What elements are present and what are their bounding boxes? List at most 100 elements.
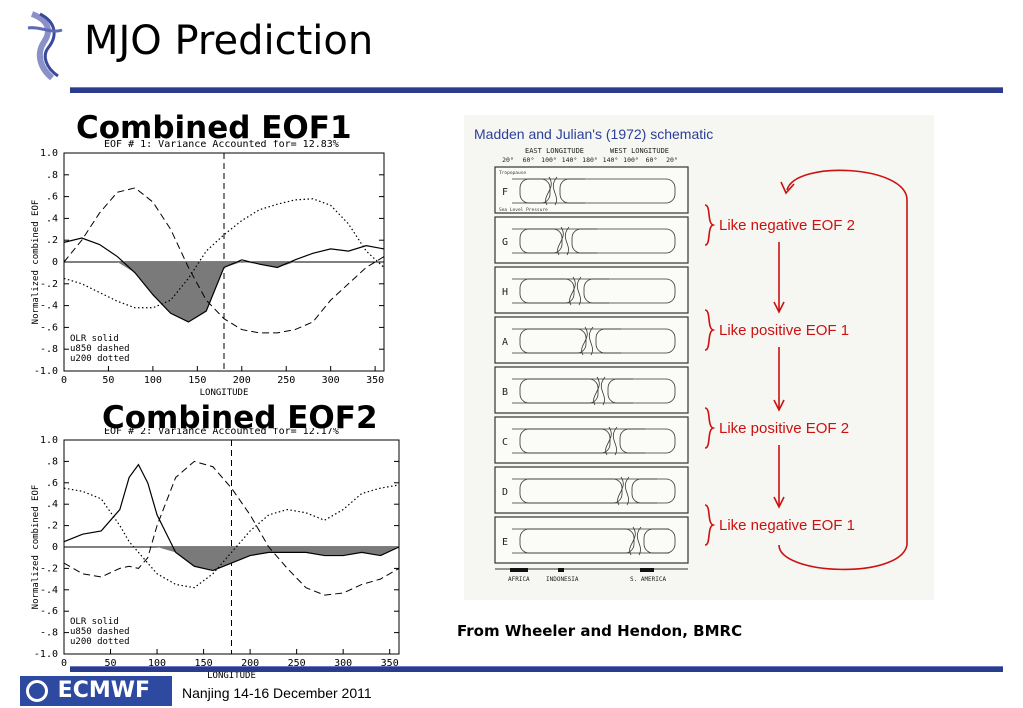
y-axis-label: Normalized combined EOF	[31, 200, 41, 325]
footer-text: Nanjing 14-16 December 2011	[182, 685, 372, 701]
eof1-title: Combined EOF1	[76, 110, 352, 146]
annotation-arrows: Like negative EOF 2 Like positive EOF 1 Li…	[704, 169, 908, 571]
circulation-cell	[519, 428, 611, 454]
header-divider	[70, 87, 1003, 93]
logo-text: ECMWF	[57, 678, 151, 703]
eof1-chart: EOF # 1: Variance Accounted for= 12.83% 1…	[31, 140, 385, 398]
lon-tick-label: 20°	[502, 156, 514, 164]
series-line-u850	[63, 187, 385, 334]
y-tick-label: -.2	[40, 563, 58, 574]
lon-tick-label: 140°	[562, 156, 578, 164]
annotation-label: Like negative EOF 1	[719, 517, 855, 534]
annotation-label: Like positive EOF 2	[719, 420, 849, 437]
brace-icon	[704, 204, 716, 246]
x-tick-label: 0	[61, 658, 67, 669]
schematic-title: Madden and Julian's (1972) schematic	[474, 126, 714, 142]
legend-entry: OLR solid	[70, 617, 119, 627]
x-tick-label: 150	[188, 375, 206, 386]
y-tick-label: .6	[46, 478, 58, 489]
y-tick-label: -1.0	[34, 649, 58, 660]
legend-entry: u850 dashed	[70, 627, 130, 637]
circulation-cell	[519, 178, 551, 204]
circulation-cell	[571, 228, 676, 254]
legend-entry: u200 dotted	[70, 637, 130, 647]
y-tick-label: .4	[46, 213, 58, 224]
circulation-cell	[519, 228, 563, 254]
x-tick-label: 200	[233, 375, 251, 386]
swirl-icon	[27, 11, 63, 81]
y-tick-label: -.2	[40, 279, 58, 290]
series-line-olr	[63, 237, 385, 323]
schematic-panel-f	[494, 166, 689, 214]
chart-header: EOF # 1: Variance Accounted for= 12.83%	[104, 140, 339, 150]
panel-letter: D	[502, 487, 508, 498]
land-bar	[510, 568, 528, 572]
x-tick-label: 50	[105, 658, 117, 669]
schematic-panel-d	[494, 466, 689, 514]
y-tick-label: .4	[46, 499, 58, 510]
ecmwf-swirl-logo	[22, 10, 74, 82]
brace-icon	[704, 407, 716, 449]
west-longitude-label: WEST LONGITUDE	[610, 147, 669, 155]
schematic-panel-e	[494, 516, 689, 564]
x-tick-label: 350	[381, 658, 399, 669]
panel-letter: C	[502, 437, 508, 448]
convection-cloud	[557, 226, 570, 256]
panel-letter: F	[502, 187, 508, 198]
series-line-u200	[63, 484, 400, 589]
lon-tick-label: 60°	[646, 156, 658, 164]
panel-letter: E	[502, 537, 508, 548]
circulation-cell	[519, 328, 587, 354]
arrow-head-icon	[780, 181, 795, 195]
schematic-panel-g	[494, 216, 689, 264]
x-tick-label: 150	[195, 658, 213, 669]
land-bar	[640, 568, 654, 572]
circulation-cell	[583, 278, 676, 304]
lon-tick-label: 180°	[582, 156, 598, 164]
circulation-cell	[519, 278, 575, 304]
circulation-cell	[519, 528, 635, 554]
y-tick-label: 0	[52, 257, 58, 268]
lon-tick-label: 100°	[541, 156, 557, 164]
schematic-panel-b	[494, 366, 689, 414]
y-tick-label: .6	[46, 192, 58, 203]
x-tick-label: 250	[277, 375, 295, 386]
convection-cloud	[581, 326, 594, 356]
y-tick-label: .8	[46, 456, 58, 467]
convection-cloud	[617, 476, 630, 506]
circulation-cell	[595, 328, 676, 354]
convection-cloud	[605, 426, 618, 456]
lon-tick-label: 60°	[523, 156, 535, 164]
x-tick-label: 100	[148, 658, 166, 669]
x-tick-label: 200	[241, 658, 259, 669]
series-line-u200	[63, 198, 385, 309]
panel-letter: G	[502, 237, 508, 248]
y-tick-label: -.8	[40, 628, 58, 639]
lon-tick-label: 20°	[666, 156, 678, 164]
convection-cloud	[569, 276, 582, 306]
x-tick-label: 100	[144, 375, 162, 386]
circulation-cell	[631, 478, 676, 504]
region-label: AFRICA	[508, 576, 530, 583]
y-tick-label: -.8	[40, 344, 58, 355]
annotation-label: Like negative EOF 2	[719, 217, 855, 234]
olr-negative-shading	[64, 262, 384, 322]
land-bar	[558, 568, 564, 572]
region-label: S. AMERICA	[630, 576, 667, 583]
x-tick-label: 300	[322, 375, 340, 386]
credit-text: From Wheeler and Hendon, BMRC	[457, 622, 743, 640]
chart-header: EOF # 2: Variance Accounted for= 12.17%	[104, 428, 339, 437]
footer-divider	[70, 666, 1003, 672]
circulation-cell	[559, 178, 676, 204]
panel-letter: B	[502, 387, 508, 398]
panel-letter: H	[502, 287, 508, 298]
circulation-cell	[519, 378, 599, 404]
y-tick-label: -.4	[40, 301, 58, 312]
x-axis-label: LONGITUDE	[200, 388, 249, 398]
convection-cloud	[545, 176, 558, 206]
eof2-chart: EOF # 2: Variance Accounted for= 12.17% 1…	[31, 428, 400, 681]
brace-icon	[704, 504, 716, 546]
arrow-head-icon	[773, 301, 785, 314]
loop-back-arrow	[778, 169, 908, 571]
